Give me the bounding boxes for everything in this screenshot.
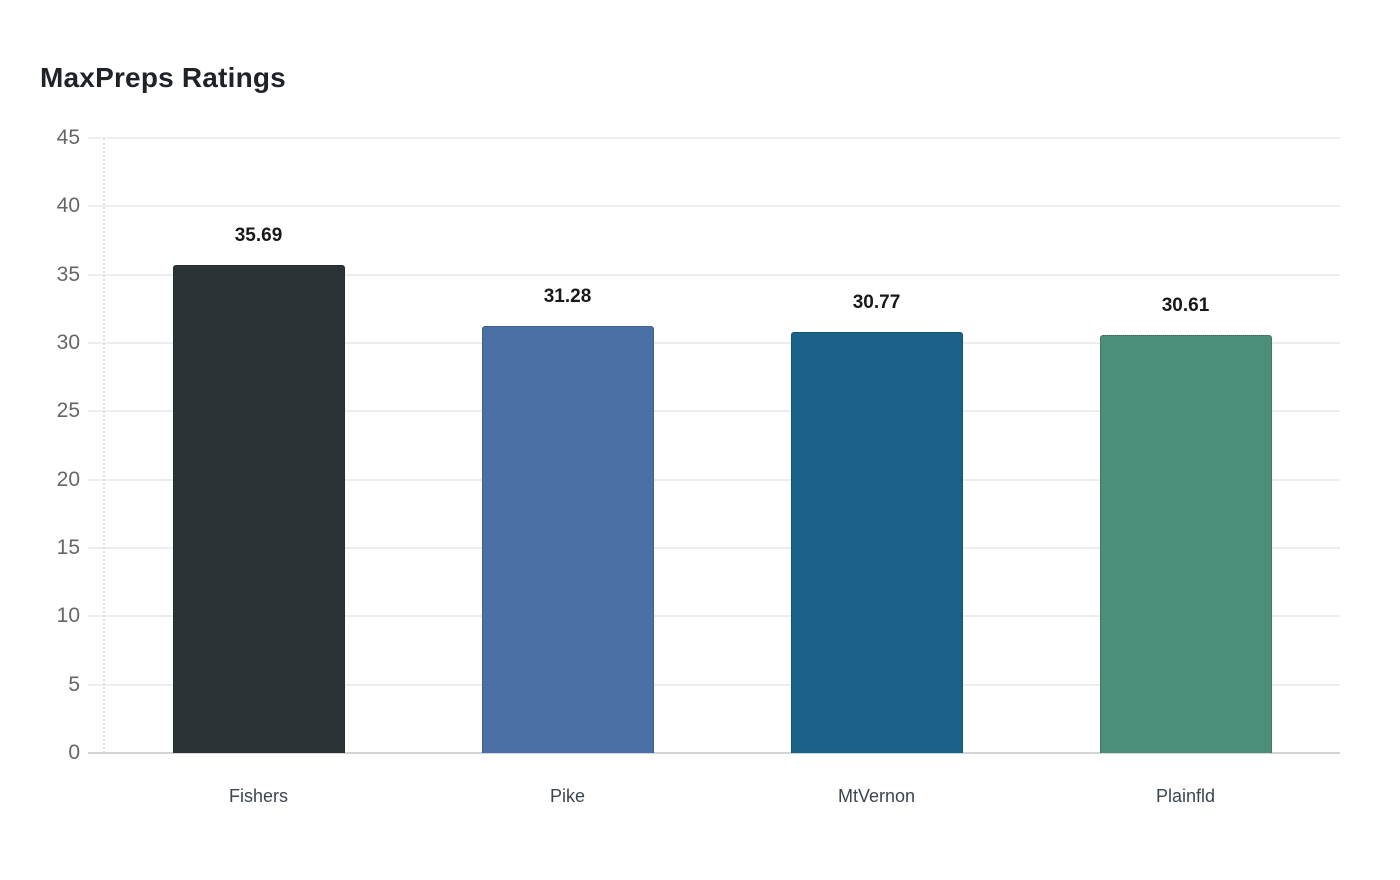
x-axis-category-label: Fishers (228, 786, 288, 806)
x-axis-category-label: Pike (549, 786, 585, 806)
y-axis-tick-label: 30 (56, 331, 80, 354)
gridline (88, 205, 1340, 208)
y-axis-tick-label: 5 (68, 672, 80, 696)
y-axis-tick-label: 20 (56, 467, 80, 491)
y-axis-tick-label: 0 (68, 741, 80, 764)
gridline (88, 683, 1340, 686)
bar-value-label: 30.77 (852, 292, 901, 314)
y-axis-tick-label: 35 (56, 262, 80, 286)
bar-fishers (172, 265, 345, 753)
x-axis-category-label: MtVernon (837, 786, 916, 806)
gridline (88, 342, 1340, 344)
chart-title: MaxPreps Ratings (40, 62, 286, 93)
bar-value-label: 30.61 (1161, 294, 1210, 316)
bar-pike (481, 325, 654, 753)
y-axis-tick-label: 15 (56, 536, 80, 559)
x-axis-category-label: Plainfld (1155, 786, 1216, 806)
y-axis-tick-label: 25 (56, 399, 80, 423)
bar-plainfld (1099, 334, 1272, 753)
bar-value-label: 31.28 (543, 285, 592, 307)
gridline (88, 273, 1340, 276)
y-axis-tick-label: 10 (56, 604, 80, 628)
gridline (88, 137, 1340, 139)
gridline (88, 547, 1340, 549)
y-axis-tick-label: 45 (56, 126, 80, 149)
y-axis-tick-label: 40 (56, 194, 80, 218)
gridline (88, 410, 1340, 413)
gridline (88, 615, 1340, 618)
bar-value-label: 35.69 (234, 225, 283, 247)
x-axis-baseline (88, 752, 1340, 754)
y-axis-line (103, 138, 105, 753)
gridline (88, 478, 1340, 481)
bar-mtvernon (790, 332, 963, 753)
